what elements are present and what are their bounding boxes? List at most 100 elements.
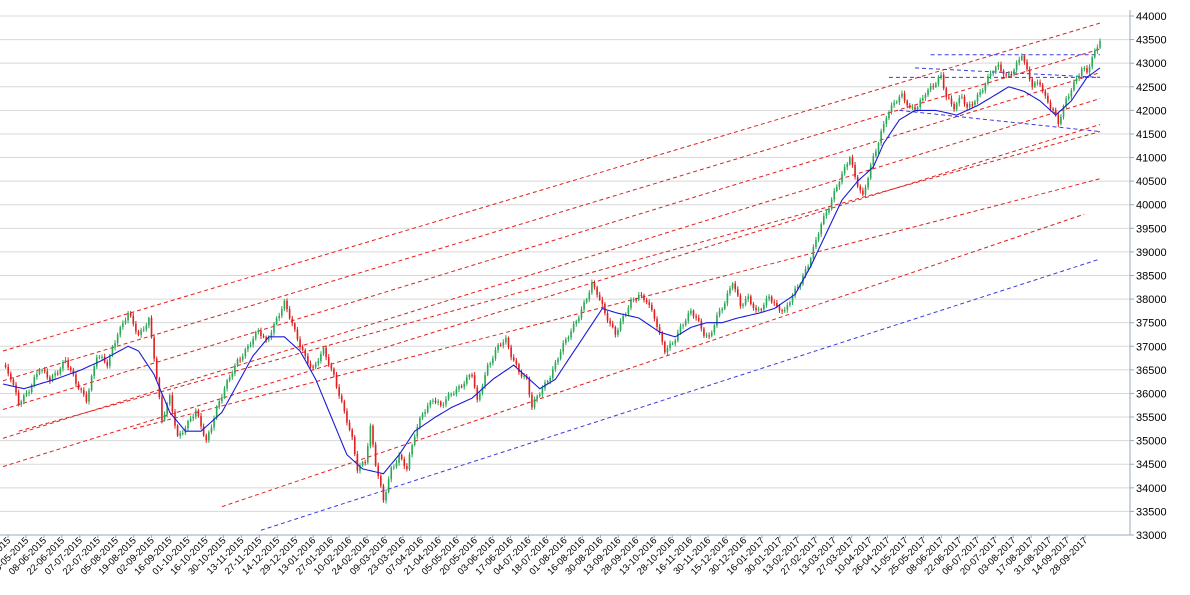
y-tick-label: 41000 xyxy=(1136,153,1167,165)
candle-body xyxy=(843,167,846,174)
candle-body xyxy=(59,368,62,374)
candle-body xyxy=(916,107,919,110)
y-tick-label: 42000 xyxy=(1136,105,1167,117)
y-tick-label: 36500 xyxy=(1136,365,1167,377)
trend-line xyxy=(899,109,1101,133)
candle-body xyxy=(176,425,179,436)
candle-body xyxy=(116,334,119,344)
candle-body xyxy=(942,74,945,89)
candle-body xyxy=(523,375,525,377)
candle-body xyxy=(635,299,637,301)
candle-body xyxy=(366,445,369,463)
candle-body xyxy=(794,288,796,296)
candle-body xyxy=(716,315,718,326)
candle-body xyxy=(497,344,499,350)
candle-body xyxy=(895,102,898,104)
candle-body xyxy=(828,208,830,213)
candle-body xyxy=(458,386,460,390)
candle-body xyxy=(989,73,992,77)
candle-body xyxy=(585,299,588,303)
candle-body xyxy=(49,377,51,382)
candle-body xyxy=(906,100,908,106)
candle-body xyxy=(789,302,791,306)
candle-body xyxy=(875,151,877,157)
candle-body xyxy=(690,310,692,314)
candle-body xyxy=(247,346,249,350)
candle-body xyxy=(41,369,43,371)
candle-body xyxy=(744,298,747,305)
candle-body xyxy=(1036,82,1039,84)
candle-body xyxy=(656,318,658,328)
candle-body xyxy=(791,295,794,303)
candle-body xyxy=(518,364,520,373)
candle-body xyxy=(62,362,64,369)
candle-body xyxy=(1002,71,1005,75)
candle-body xyxy=(33,377,36,386)
trend-line xyxy=(2,124,1101,468)
candle-body xyxy=(911,107,914,109)
candle-body xyxy=(572,323,575,332)
candle-body xyxy=(755,307,757,311)
candle-body xyxy=(424,412,426,414)
candle-body xyxy=(515,360,518,365)
candle-body xyxy=(377,465,380,477)
candle-body xyxy=(181,432,184,434)
candle-body xyxy=(940,74,942,78)
candle-body xyxy=(729,288,731,294)
candle-body xyxy=(140,330,142,335)
candle-body xyxy=(455,389,458,394)
candle-body xyxy=(687,313,690,321)
candle-body xyxy=(927,89,929,95)
candle-body xyxy=(617,330,619,335)
candle-body xyxy=(567,337,570,340)
candle-body xyxy=(168,395,171,404)
candle-body xyxy=(708,335,710,337)
candle-body xyxy=(1049,102,1052,109)
candle-body xyxy=(452,393,455,395)
candle-body xyxy=(1018,59,1021,63)
y-axis: 33000 33500 34000 34500 35000 35500 36000 36500… xyxy=(1129,10,1167,542)
candle-body xyxy=(653,310,656,319)
candle-body xyxy=(400,454,403,460)
candle-body xyxy=(807,266,809,270)
candle-body xyxy=(111,347,114,356)
candle-body xyxy=(505,337,507,343)
candle-body xyxy=(611,323,614,328)
candle-body xyxy=(46,371,49,378)
candle-body xyxy=(38,370,41,374)
candle-body xyxy=(763,304,765,310)
candle-body xyxy=(312,366,314,368)
candle-body xyxy=(619,321,622,331)
candle-body xyxy=(56,373,59,375)
trend-line xyxy=(260,258,1101,531)
y-tick-label: 37000 xyxy=(1136,341,1167,353)
candle-body xyxy=(145,325,148,330)
candle-body xyxy=(953,103,955,110)
candle-body xyxy=(171,395,174,412)
candle-body xyxy=(51,375,54,382)
candle-body xyxy=(28,392,30,394)
candle-body xyxy=(374,444,377,466)
candle-body xyxy=(1047,95,1049,103)
candle-body xyxy=(862,190,864,195)
candle-body xyxy=(1062,105,1065,117)
candle-body xyxy=(197,410,200,416)
candle-body xyxy=(1039,82,1041,85)
candle-body xyxy=(484,374,486,387)
candle-body xyxy=(351,429,353,437)
candle-body xyxy=(1028,69,1031,80)
candle-body xyxy=(510,347,512,358)
candle-body xyxy=(69,367,72,371)
candle-body xyxy=(658,327,661,334)
candle-body xyxy=(270,332,273,338)
candle-body xyxy=(557,358,559,363)
candle-body xyxy=(109,355,111,366)
candle-body xyxy=(466,377,468,384)
candle-body xyxy=(288,309,291,319)
candle-body xyxy=(809,258,812,267)
candle-body xyxy=(598,294,601,300)
candle-body xyxy=(893,102,895,106)
y-tick-label: 37500 xyxy=(1136,318,1167,330)
candle-body xyxy=(67,360,69,368)
candle-body xyxy=(632,299,635,301)
